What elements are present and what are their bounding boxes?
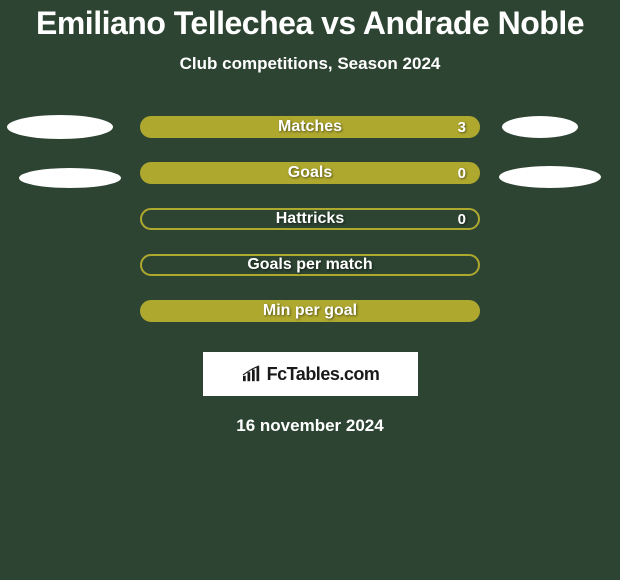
stat-label: Goals <box>142 164 478 182</box>
barchart-icon <box>241 365 263 383</box>
stat-value: 3 <box>458 119 466 136</box>
comparison-card: Emiliano Tellechea vs Andrade Noble Club… <box>0 0 620 436</box>
stat-row: Hattricks0 <box>0 208 620 230</box>
logo-text: FcTables.com <box>267 364 380 385</box>
decor-ellipse <box>7 115 113 139</box>
stat-label: Min per goal <box>142 302 478 320</box>
stat-value: 0 <box>458 211 466 228</box>
stat-pill: Matches3 <box>140 116 480 138</box>
decor-ellipse <box>502 116 578 138</box>
stat-value: 0 <box>458 165 466 182</box>
stat-pill: Goals per match <box>140 254 480 276</box>
page-title: Emiliano Tellechea vs Andrade Noble <box>36 5 584 42</box>
stat-label: Matches <box>142 118 478 136</box>
decor-ellipse <box>499 166 601 188</box>
page-subtitle: Club competitions, Season 2024 <box>180 54 441 74</box>
stat-label: Hattricks <box>142 210 478 228</box>
stat-row: Goals per match <box>0 254 620 276</box>
stat-pill: Goals0 <box>140 162 480 184</box>
decor-ellipse <box>19 168 121 188</box>
stat-label: Goals per match <box>142 256 478 274</box>
stat-pill: Min per goal <box>140 300 480 322</box>
stats-rows: Matches3Goals0Hattricks0Goals per matchM… <box>0 116 620 322</box>
logo-box: FcTables.com <box>203 352 418 396</box>
stat-row: Min per goal <box>0 300 620 322</box>
stat-pill: Hattricks0 <box>140 208 480 230</box>
date-text: 16 november 2024 <box>236 416 383 436</box>
